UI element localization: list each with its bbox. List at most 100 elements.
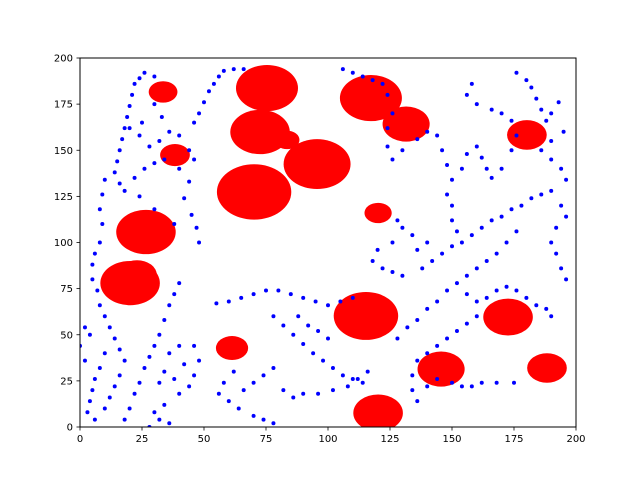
obstacle <box>160 143 190 167</box>
x-tick-label: 175 <box>504 434 523 445</box>
point <box>474 314 479 319</box>
point <box>97 207 102 212</box>
point <box>445 192 450 197</box>
point <box>564 177 569 182</box>
point <box>211 81 216 86</box>
point <box>122 358 127 363</box>
point <box>425 240 430 245</box>
point <box>197 240 202 245</box>
point <box>140 120 144 125</box>
point <box>271 365 276 370</box>
plot-area <box>80 65 569 427</box>
point <box>316 391 321 396</box>
point <box>415 317 420 322</box>
point <box>264 288 268 293</box>
point <box>415 399 420 404</box>
point <box>514 229 519 234</box>
point <box>82 325 87 330</box>
point <box>469 81 474 86</box>
point <box>90 277 95 282</box>
point <box>564 214 569 219</box>
point <box>276 288 281 293</box>
point <box>157 332 162 337</box>
point <box>554 251 559 256</box>
point <box>122 188 127 193</box>
point <box>197 111 202 116</box>
y-tick-label: 175 <box>54 100 73 111</box>
point <box>549 157 554 162</box>
point <box>90 262 95 267</box>
point <box>162 317 167 322</box>
point <box>450 380 454 385</box>
point <box>301 391 306 396</box>
point <box>524 295 529 300</box>
point <box>330 388 335 393</box>
point <box>459 240 464 245</box>
point <box>489 107 494 112</box>
point <box>410 388 415 393</box>
point <box>92 417 97 422</box>
point <box>192 157 197 162</box>
point <box>87 332 92 337</box>
point <box>534 96 539 101</box>
point <box>127 406 132 411</box>
point <box>85 410 90 415</box>
point <box>261 373 266 378</box>
point <box>464 273 469 278</box>
point <box>251 380 256 385</box>
point <box>464 292 469 297</box>
point <box>370 78 375 83</box>
point <box>484 258 489 263</box>
point <box>221 380 226 385</box>
point <box>152 410 157 415</box>
point <box>306 323 311 328</box>
point <box>95 288 100 293</box>
obstacle <box>215 336 249 361</box>
point <box>454 229 459 234</box>
point <box>281 388 286 393</box>
point <box>360 74 365 79</box>
point <box>474 299 479 304</box>
point <box>350 295 355 300</box>
point <box>464 151 469 156</box>
point <box>390 157 395 162</box>
point <box>192 120 197 125</box>
point <box>410 373 415 378</box>
point <box>142 166 147 171</box>
point <box>271 314 276 319</box>
point <box>162 369 167 374</box>
point <box>172 377 177 382</box>
point <box>380 81 385 86</box>
point <box>157 139 162 144</box>
point <box>549 240 554 245</box>
point <box>125 115 130 120</box>
point <box>360 380 365 385</box>
obstacle <box>283 139 351 189</box>
point <box>425 351 430 356</box>
point <box>400 273 405 278</box>
point <box>489 218 494 223</box>
point <box>281 323 286 328</box>
point <box>122 417 127 422</box>
point <box>313 299 318 304</box>
point <box>271 421 276 426</box>
point <box>167 351 172 356</box>
y-tick-label: 125 <box>54 192 73 203</box>
y-tick-label: 0 <box>67 423 73 434</box>
point <box>400 148 405 153</box>
point <box>291 395 296 400</box>
point <box>251 292 256 297</box>
obstacle <box>216 164 292 220</box>
x-tick-label: 75 <box>260 434 273 445</box>
point <box>251 413 256 418</box>
point <box>102 314 107 319</box>
point <box>182 362 187 367</box>
point <box>395 218 400 223</box>
point <box>549 188 554 193</box>
point <box>380 266 385 271</box>
point <box>469 384 474 389</box>
point <box>330 365 335 370</box>
point <box>435 343 440 348</box>
point <box>132 81 137 86</box>
